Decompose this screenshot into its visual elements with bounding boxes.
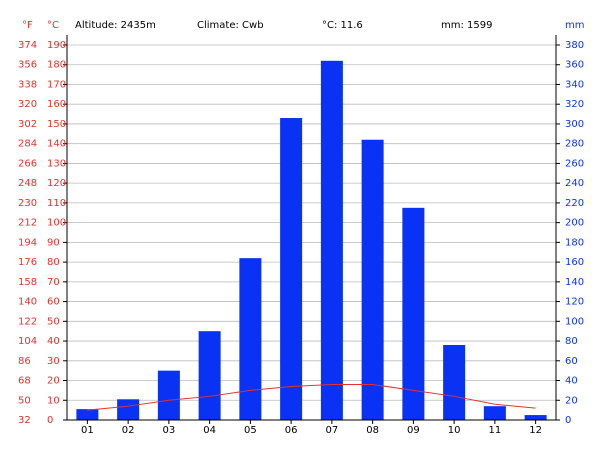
y-tick-label: 90 <box>47 237 60 248</box>
x-tick-label: 08 <box>366 425 379 436</box>
header-temp: °C: 11.6 <box>322 20 363 31</box>
x-tick-label: 09 <box>407 425 420 436</box>
header-altitude: Altitude: 2435m <box>75 20 156 31</box>
y-tick-label: 150 <box>47 119 66 130</box>
y2-tick-label: 280 <box>565 139 584 150</box>
f-tick-label: 194 <box>18 237 37 248</box>
y-tick-label: 110 <box>47 198 66 209</box>
header-precip: mm: 1599 <box>441 20 492 31</box>
c-axis-label: °C <box>47 20 59 31</box>
y-tick-label: 100 <box>47 218 66 229</box>
y-tick-label: 180 <box>47 60 66 71</box>
f-tick-label: 212 <box>18 218 37 229</box>
y-tick-label: 10 <box>47 395 60 406</box>
y-tick-label: 170 <box>47 79 66 90</box>
x-tick-label: 02 <box>122 425 135 436</box>
y2-tick-label: 160 <box>565 257 584 268</box>
y2-tick-label: 360 <box>565 60 584 71</box>
y2-tick-label: 80 <box>565 336 578 347</box>
y-tick-label: 0 <box>47 415 53 426</box>
y-tick-label: 20 <box>47 376 60 387</box>
y-tick-label: 50 <box>47 316 60 327</box>
x-tick-label: 01 <box>81 425 94 436</box>
f-axis-label: °F <box>22 20 33 31</box>
y2-tick-label: 220 <box>565 198 584 209</box>
y2-tick-label: 140 <box>565 277 584 288</box>
y2-tick-label: 300 <box>565 119 584 130</box>
x-tick-label: 10 <box>448 425 461 436</box>
y2-tick-label: 240 <box>565 178 584 189</box>
bar <box>361 139 384 420</box>
bar <box>402 207 425 420</box>
f-tick-label: 338 <box>18 79 37 90</box>
bar <box>239 258 262 420</box>
y-tick-label: 190 <box>47 40 66 51</box>
x-tick-label: 11 <box>489 425 502 436</box>
f-tick-label: 68 <box>18 376 31 387</box>
y2-tick-label: 20 <box>565 395 578 406</box>
y-tick-label: 120 <box>47 178 66 189</box>
bar <box>280 118 303 421</box>
y2-tick-label: 60 <box>565 356 578 367</box>
header-climate: Climate: Cwb <box>197 20 264 31</box>
y-tick-label: 130 <box>47 158 66 169</box>
y-tick-label: 70 <box>47 277 60 288</box>
y-tick-label: 140 <box>47 139 66 150</box>
bar <box>320 60 343 420</box>
y-tick-label: 80 <box>47 257 60 268</box>
f-tick-label: 248 <box>18 178 37 189</box>
y-tick-label: 160 <box>47 99 66 110</box>
x-tick-label: 12 <box>529 425 542 436</box>
x-tick-label: 07 <box>326 425 339 436</box>
bar <box>76 409 99 420</box>
f-tick-label: 374 <box>18 40 37 51</box>
y2-tick-label: 340 <box>565 79 584 90</box>
x-tick-label: 05 <box>244 425 257 436</box>
f-tick-label: 230 <box>18 198 37 209</box>
y2-tick-label: 0 <box>565 415 571 426</box>
bar <box>524 415 547 420</box>
f-tick-label: 86 <box>18 356 31 367</box>
bar <box>198 331 221 420</box>
y-tick-label: 60 <box>47 297 60 308</box>
y2-tick-label: 120 <box>565 297 584 308</box>
f-tick-label: 356 <box>18 60 37 71</box>
f-tick-label: 302 <box>18 119 37 130</box>
x-tick-label: 06 <box>285 425 298 436</box>
y2-tick-label: 180 <box>565 237 584 248</box>
f-tick-label: 176 <box>18 257 37 268</box>
x-tick-label: 03 <box>163 425 176 436</box>
y2-tick-label: 40 <box>565 376 578 387</box>
f-tick-label: 284 <box>18 139 37 150</box>
y2-tick-label: 200 <box>565 218 584 229</box>
temperature-line <box>87 383 536 411</box>
f-tick-label: 50 <box>18 395 31 406</box>
f-tick-label: 320 <box>18 99 37 110</box>
y2-tick-label: 100 <box>565 316 584 327</box>
f-tick-label: 158 <box>18 277 37 288</box>
x-tick-label: 04 <box>203 425 216 436</box>
bar <box>157 370 180 420</box>
bar <box>117 399 140 420</box>
mm-axis-label: mm <box>565 20 584 31</box>
y-tick-label: 40 <box>47 336 60 347</box>
f-tick-label: 266 <box>18 158 37 169</box>
y2-tick-label: 320 <box>565 99 584 110</box>
bar <box>443 345 466 420</box>
y-tick-label: 30 <box>47 356 60 367</box>
f-tick-label: 122 <box>18 316 37 327</box>
bar <box>483 406 506 420</box>
y2-tick-label: 380 <box>565 40 584 51</box>
f-tick-label: 140 <box>18 297 37 308</box>
y2-tick-label: 260 <box>565 158 584 169</box>
f-tick-label: 104 <box>18 336 37 347</box>
f-tick-label: 32 <box>18 415 31 426</box>
